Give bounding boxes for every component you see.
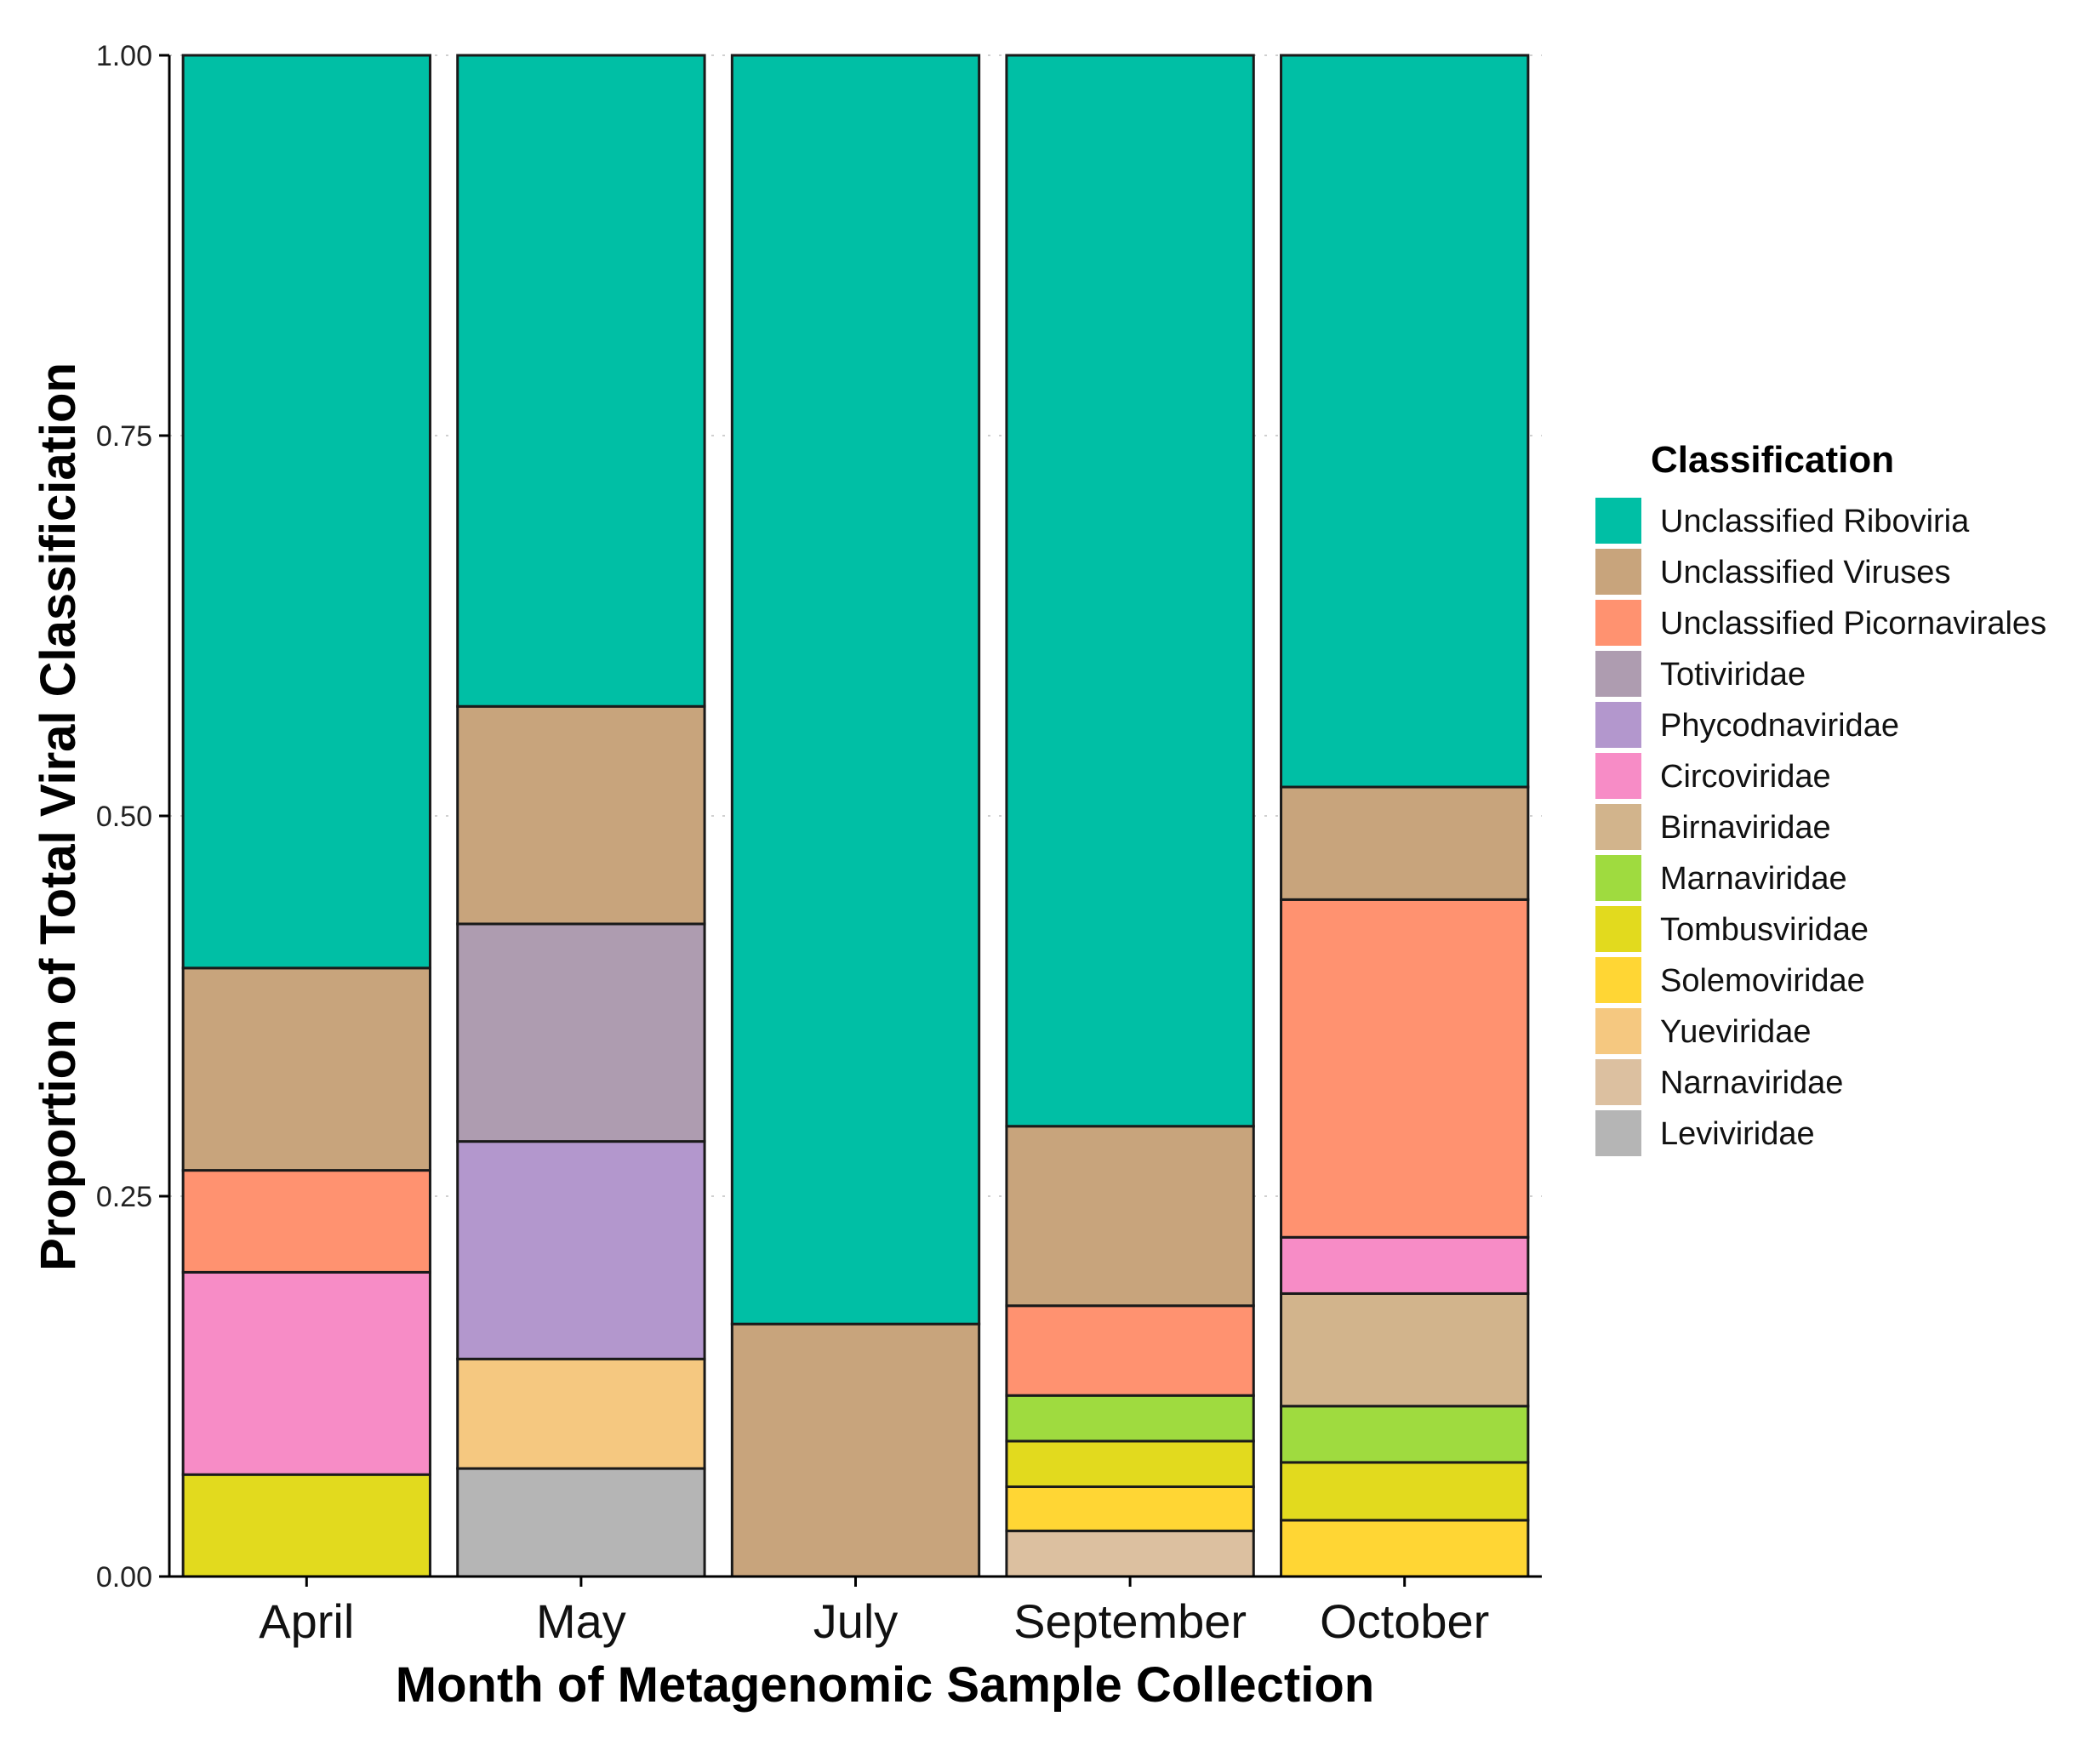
bar-segment bbox=[1280, 898, 1530, 1239]
bar-segment bbox=[456, 1467, 706, 1578]
bar-segment bbox=[1280, 1405, 1530, 1464]
legend-swatch bbox=[1595, 753, 1641, 799]
legend-label: Unclassified Viruses bbox=[1660, 555, 1950, 590]
legend-label: Tombusviridae bbox=[1660, 912, 1869, 948]
legend-swatch bbox=[1595, 1059, 1641, 1105]
legend-label: Marnaviridae bbox=[1660, 861, 1847, 897]
legend-item: Solemoviridae bbox=[1595, 957, 1865, 1003]
y-tick-label: 0.75 bbox=[96, 420, 152, 453]
legend-label: Phycodnaviridae bbox=[1660, 708, 1899, 744]
legend-item: Marnaviridae bbox=[1595, 855, 1847, 901]
y-ticks: 0.00 0.25 0.50 0.75 1.00 bbox=[96, 40, 169, 1594]
bar-segment bbox=[1005, 1440, 1255, 1489]
bar-stack-july bbox=[730, 54, 981, 1578]
legend-item: Totiviridae bbox=[1595, 651, 1806, 697]
bar-segment bbox=[456, 1357, 706, 1470]
bar-segment bbox=[1280, 54, 1530, 789]
legend-item: Unclassified Viruses bbox=[1595, 549, 1950, 595]
legend: Classification Unclassified Riboviria Unc… bbox=[1595, 439, 2046, 1156]
legend-label: Birnaviridae bbox=[1660, 810, 1831, 846]
x-tick-label: September bbox=[1013, 1594, 1247, 1648]
legend-label: Unclassified Picornavirales bbox=[1660, 606, 2046, 641]
legend-label: Narnaviridae bbox=[1660, 1065, 1843, 1101]
y-tick-label: 0.25 bbox=[96, 1181, 152, 1213]
x-tick-label: July bbox=[813, 1594, 899, 1648]
bar-segment bbox=[1005, 1529, 1255, 1578]
legend-swatch bbox=[1595, 804, 1641, 850]
legend-item: Unclassified Picornavirales bbox=[1595, 600, 2046, 646]
legend-swatch bbox=[1595, 1008, 1641, 1054]
bar-segment bbox=[730, 54, 981, 1326]
legend-swatch bbox=[1595, 906, 1641, 952]
bar-segment bbox=[1005, 1485, 1255, 1532]
legend-label: Solemoviridae bbox=[1660, 963, 1865, 999]
bar-stack-october bbox=[1280, 54, 1530, 1578]
bar-segment bbox=[456, 1140, 706, 1360]
legend-item: Birnaviridae bbox=[1595, 804, 1831, 850]
legend-swatch bbox=[1595, 498, 1641, 544]
bar-segment bbox=[181, 1473, 431, 1578]
legend-swatch bbox=[1595, 549, 1641, 595]
legend-swatch bbox=[1595, 702, 1641, 748]
bar-segment bbox=[1005, 1394, 1255, 1443]
y-tick-label: 0.50 bbox=[96, 801, 152, 833]
legend-item: Yueviridae bbox=[1595, 1008, 1811, 1054]
bar-segment bbox=[456, 704, 706, 926]
bar-segment bbox=[181, 54, 431, 970]
x-tick-label: April bbox=[259, 1594, 354, 1648]
legend-item: Phycodnaviridae bbox=[1595, 702, 1899, 748]
bar-segment bbox=[456, 54, 706, 708]
legend-item: Circoviridae bbox=[1595, 753, 1831, 799]
bar-segment bbox=[1280, 1291, 1530, 1408]
legend-item: Leviviridae bbox=[1595, 1110, 1815, 1156]
bar-segment bbox=[456, 922, 706, 1143]
bar-segment bbox=[1280, 1235, 1530, 1295]
legend-swatch bbox=[1595, 651, 1641, 697]
legend-label: Circoviridae bbox=[1660, 759, 1831, 795]
legend-label: Totiviridae bbox=[1660, 657, 1806, 693]
bar-stack-september bbox=[1005, 54, 1255, 1578]
bar-segment bbox=[1005, 54, 1255, 1128]
x-axis-title: Month of Metagenomic Sample Collection bbox=[396, 1657, 1374, 1713]
x-tick-label: October bbox=[1320, 1594, 1489, 1648]
bar-segment bbox=[181, 1169, 431, 1274]
bar-segment bbox=[1005, 1125, 1255, 1308]
bar-stack-may bbox=[456, 54, 706, 1578]
legend-label: Leviviridae bbox=[1660, 1116, 1815, 1152]
bar-segment bbox=[1280, 1519, 1530, 1578]
legend-title: Classification bbox=[1651, 439, 1894, 481]
legend-item: Unclassified Riboviria bbox=[1595, 498, 1970, 544]
legend-item: Tombusviridae bbox=[1595, 906, 1869, 952]
bar-segment bbox=[1280, 1461, 1530, 1522]
y-axis-title: Proportion of Total Viral Classificiatio… bbox=[31, 362, 86, 1271]
bar-segment bbox=[181, 1270, 431, 1476]
x-tick-label: May bbox=[536, 1594, 626, 1648]
bar-segment bbox=[181, 966, 431, 1172]
y-tick-label: 1.00 bbox=[96, 40, 152, 72]
bar-stacks bbox=[181, 54, 1530, 1578]
legend-swatch bbox=[1595, 600, 1641, 646]
legend-item: Narnaviridae bbox=[1595, 1059, 1843, 1105]
legend-label: Unclassified Riboviria bbox=[1660, 504, 1970, 539]
y-tick-label: 0.00 bbox=[96, 1561, 152, 1594]
legend-swatch bbox=[1595, 957, 1641, 1003]
x-ticks: April May July September October bbox=[259, 1577, 1489, 1648]
bar-segment bbox=[1005, 1304, 1255, 1397]
legend-swatch bbox=[1595, 1110, 1641, 1156]
bar-segment bbox=[1280, 785, 1530, 901]
legend-swatch bbox=[1595, 855, 1641, 901]
bar-stack-april bbox=[181, 54, 431, 1578]
bar-segment bbox=[730, 1322, 981, 1578]
legend-label: Yueviridae bbox=[1660, 1014, 1811, 1050]
